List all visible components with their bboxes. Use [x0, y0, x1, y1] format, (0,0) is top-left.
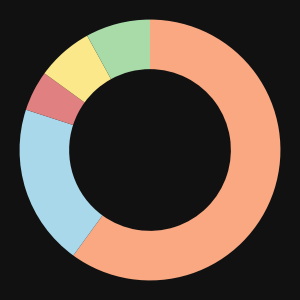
Wedge shape — [26, 73, 85, 125]
Wedge shape — [87, 20, 150, 79]
Wedge shape — [20, 110, 103, 256]
Wedge shape — [44, 36, 111, 103]
Wedge shape — [73, 20, 280, 281]
